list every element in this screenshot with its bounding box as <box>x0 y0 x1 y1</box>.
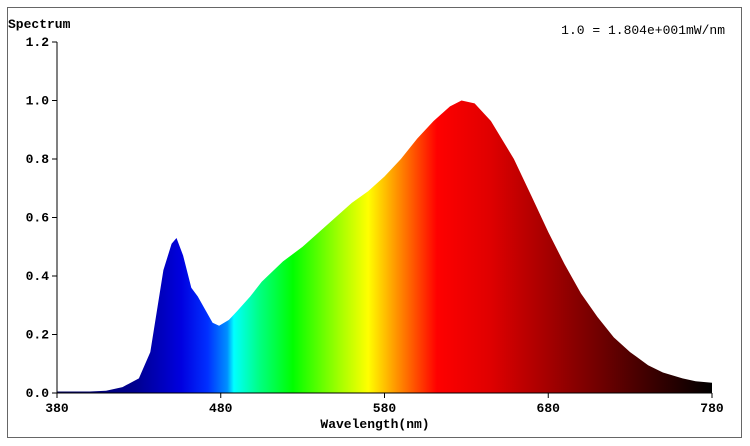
spectrum-area <box>57 100 712 393</box>
x-tick-label: 480 <box>209 401 233 416</box>
y-tick-label: 0.4 <box>26 269 50 284</box>
chart-title: Spectrum <box>8 17 71 32</box>
x-tick-label: 680 <box>537 401 561 416</box>
x-tick-label: 580 <box>373 401 397 416</box>
chart-frame <box>7 7 742 438</box>
scale-annotation: 1.0 = 1.804e+001mW/nm <box>561 23 725 38</box>
y-tick-label: 0.6 <box>26 211 50 226</box>
x-tick-label: 380 <box>45 401 69 416</box>
x-tick-label: 780 <box>700 401 724 416</box>
y-tick-label: 0.8 <box>26 152 50 167</box>
y-tick-label: 1.0 <box>26 94 50 109</box>
y-tick-label: 0.0 <box>26 386 50 401</box>
y-tick-label: 1.2 <box>26 35 50 50</box>
x-axis-label: Wavelength(nm) <box>320 417 429 432</box>
y-tick-label: 0.2 <box>26 328 50 343</box>
